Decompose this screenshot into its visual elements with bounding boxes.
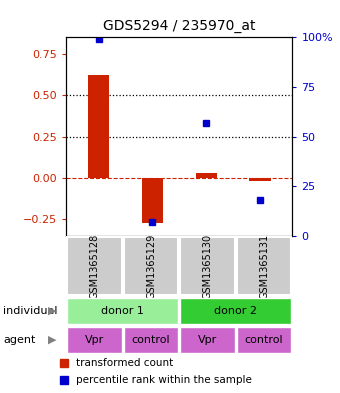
Text: Vpr: Vpr (85, 335, 104, 345)
Bar (237, 327, 291, 353)
Text: Vpr: Vpr (198, 335, 217, 345)
Text: agent: agent (3, 335, 36, 345)
Text: donor 1: donor 1 (101, 306, 144, 316)
Text: GDS5294 / 235970_at: GDS5294 / 235970_at (103, 18, 256, 33)
Text: GSM1365128: GSM1365128 (89, 233, 100, 299)
Text: ▶: ▶ (49, 306, 57, 316)
Text: transformed count: transformed count (76, 358, 173, 369)
Bar (124, 237, 178, 296)
Bar (67, 237, 122, 296)
Text: percentile rank within the sample: percentile rank within the sample (76, 375, 252, 385)
Text: GSM1365130: GSM1365130 (203, 234, 212, 299)
Bar (181, 298, 291, 324)
Bar (88, 75, 109, 178)
Bar (181, 327, 235, 353)
Text: GSM1365129: GSM1365129 (146, 233, 156, 299)
Text: ▶: ▶ (49, 335, 57, 345)
Text: individual: individual (3, 306, 58, 316)
Bar (67, 327, 122, 353)
Text: control: control (245, 335, 284, 345)
Bar (249, 178, 271, 181)
Bar (195, 173, 217, 178)
Bar (142, 178, 163, 222)
Text: control: control (132, 335, 170, 345)
Text: donor 2: donor 2 (215, 306, 257, 316)
Text: GSM1365131: GSM1365131 (259, 234, 269, 299)
Bar (67, 298, 178, 324)
Bar (181, 237, 235, 296)
Bar (237, 237, 291, 296)
Bar (124, 327, 178, 353)
